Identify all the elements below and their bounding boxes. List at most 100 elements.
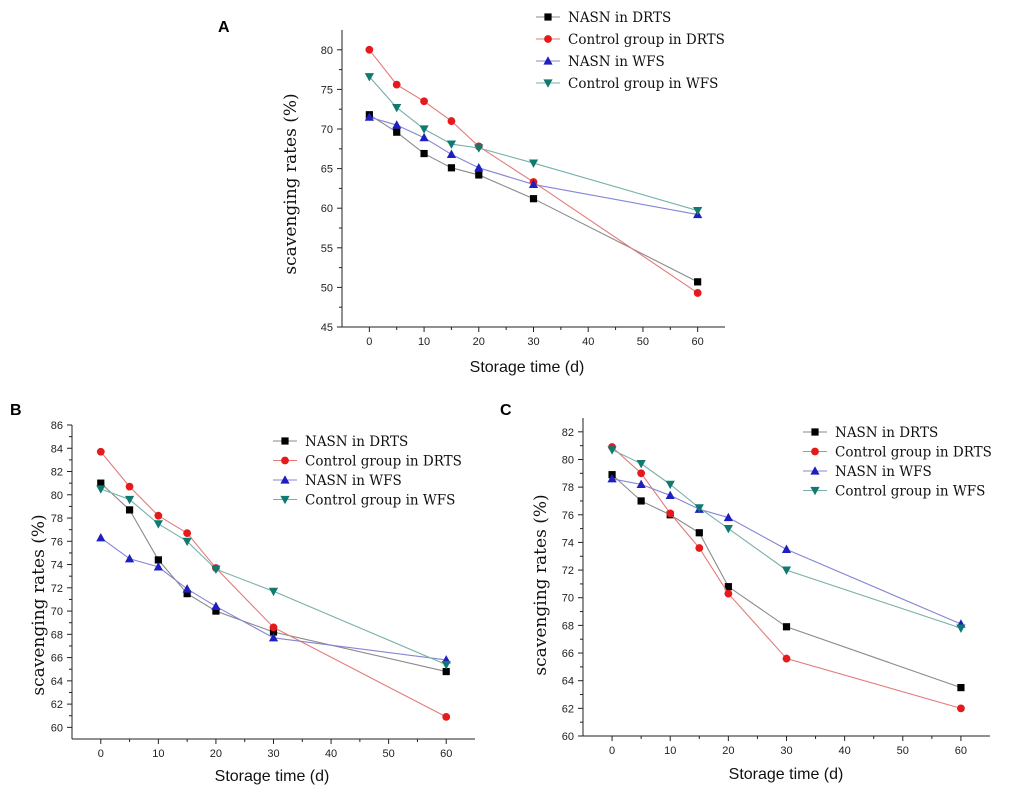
legend-label-control-group-in-drts-a: Control group in DRTS — [568, 32, 725, 48]
data-point-control-group-in-drts-a — [693, 289, 702, 297]
y-tick-label-a: 75 — [321, 84, 333, 96]
data-point-nasn-in-wfs-b — [268, 633, 279, 642]
y-tick-label-b: 86 — [51, 420, 63, 432]
data-point-nasn-in-wfs-b — [211, 601, 221, 611]
legend-label-control-group-in-drts-c: Control group in DRTS — [835, 445, 992, 461]
data-point-control-group-in-drts-b — [269, 623, 278, 632]
x-tick-label-b: 10 — [152, 748, 164, 760]
y-tick-label-b: 64 — [51, 676, 63, 688]
y-tick-label-b: 80 — [51, 490, 63, 502]
x-tick-label-c: 60 — [955, 745, 967, 757]
data-point-control-group-in-wfs-c — [956, 624, 966, 633]
panel-letter-c: C — [500, 402, 512, 419]
data-point-nasn-in-wfs-a — [446, 149, 457, 158]
data-point-control-group-in-drts-a — [447, 117, 456, 125]
data-point-nasn-in-drts-c — [782, 623, 791, 631]
data-point-nasn-in-drts-a — [393, 128, 401, 136]
data-point-control-group-in-wfs-c — [723, 525, 733, 534]
data-point-nasn-in-drts-c — [695, 529, 703, 537]
data-point-control-group-in-wfs-b — [124, 495, 135, 505]
legend-label-control-group-in-wfs-c: Control group in WFS — [835, 484, 985, 500]
data-point-nasn-in-drts-c — [957, 684, 965, 692]
x-tick-label-c: 40 — [839, 745, 851, 757]
y-tick-label-a: 65 — [321, 164, 333, 176]
data-point-nasn-in-wfs-a — [364, 112, 374, 121]
y-tick-label-b: 74 — [51, 560, 63, 572]
y-tick-label-a: 60 — [321, 203, 333, 215]
x-tick-label-a: 0 — [366, 336, 372, 348]
legend-label-control-group-in-drts-b: Control group in DRTS — [305, 454, 462, 470]
data-point-nasn-in-drts-a — [420, 149, 428, 158]
data-point-control-group-in-wfs-a — [693, 206, 703, 216]
y-tick-label-b: 78 — [51, 513, 63, 525]
y-tick-label-c: 60 — [562, 731, 574, 743]
y-tick-label-b: 82 — [51, 467, 63, 479]
data-point-control-group-in-wfs-c — [694, 504, 704, 513]
data-point-nasn-in-drts-b — [183, 590, 191, 598]
x-tick-label-c: 10 — [664, 745, 676, 757]
legend-marker-control-group-in-wfs-a — [543, 79, 553, 88]
series-line-control-group-in-wfs-a — [368, 76, 698, 212]
data-point-control-group-in-drts-b — [96, 447, 105, 456]
legend-marker-nasn-in-drts-b — [281, 437, 289, 445]
data-point-control-group-in-drts-c — [666, 509, 675, 518]
data-point-nasn-in-wfs-a — [419, 132, 429, 142]
data-point-nasn-in-drts-b — [97, 479, 105, 487]
x-axis-label-b: Storage time (d) — [215, 768, 330, 785]
data-point-control-group-in-wfs-b — [96, 485, 106, 494]
panel-letter-b: B — [10, 402, 22, 419]
x-axis-label-a: Storage time (d) — [470, 359, 585, 376]
y-tick-label-c: 76 — [562, 510, 574, 522]
data-point-control-group-in-drts-b — [442, 713, 451, 721]
x-tick-label-b: 0 — [98, 748, 104, 760]
data-point-nasn-in-drts-c — [637, 497, 645, 505]
data-point-control-group-in-wfs-a — [392, 104, 402, 113]
x-tick-label-a: 30 — [527, 336, 539, 348]
x-tick-label-a: 50 — [637, 336, 649, 348]
data-point-control-group-in-wfs-a — [419, 125, 429, 134]
data-point-control-group-in-wfs-a — [474, 144, 484, 153]
x-tick-label-a: 60 — [692, 336, 704, 348]
legend-label-nasn-in-drts-b: NASN in DRTS — [305, 434, 408, 450]
y-tick-label-c: 78 — [562, 482, 574, 494]
data-point-nasn-in-wfs-c — [665, 490, 675, 500]
legend-marker-control-group-in-wfs-c — [810, 486, 820, 496]
data-point-nasn-in-wfs-b — [96, 533, 106, 542]
panel-letter-a: A — [218, 19, 230, 36]
y-axis-label-a: scavenging rates (%) — [281, 93, 301, 274]
data-point-control-group-in-drts-c — [724, 589, 733, 598]
x-tick-label-c: 50 — [897, 745, 909, 757]
data-point-control-group-in-wfs-b — [211, 565, 221, 575]
data-point-control-group-in-drts-a — [420, 97, 428, 106]
y-tick-label-c: 74 — [562, 537, 574, 549]
data-point-control-group-in-wfs-a — [446, 140, 457, 149]
y-tick-label-b: 72 — [51, 583, 63, 595]
y-tick-label-a: 50 — [321, 282, 333, 294]
y-axis-label-b: scavenging rates (%) — [29, 514, 49, 695]
legend-marker-nasn-in-wfs-a — [543, 56, 553, 65]
x-tick-label-b: 30 — [267, 748, 279, 760]
data-point-nasn-in-drts-c — [724, 583, 732, 591]
x-tick-label-b: 20 — [210, 748, 222, 760]
data-point-control-group-in-wfs-b — [441, 660, 451, 670]
panel-b: B Storage time (d) scavenging rates (%) … — [10, 402, 475, 785]
data-point-control-group-in-drts-c — [695, 544, 704, 552]
legend-label-control-group-in-wfs-b: Control group in WFS — [305, 493, 455, 509]
data-point-nasn-in-drts-a — [694, 278, 702, 286]
data-point-control-group-in-wfs-b — [153, 520, 163, 529]
data-point-control-group-in-wfs-a — [364, 73, 374, 82]
data-point-control-group-in-wfs-b — [268, 587, 279, 597]
y-tick-label-c: 62 — [562, 703, 574, 715]
x-tick-label-c: 20 — [722, 745, 734, 757]
y-tick-label-b: 76 — [51, 536, 63, 548]
y-tick-label-c: 82 — [562, 427, 574, 439]
data-point-control-group-in-drts-c — [957, 704, 965, 713]
y-axis-label-c: scavenging rates (%) — [531, 494, 551, 675]
x-tick-label-b: 60 — [440, 748, 452, 760]
y-tick-label-b: 66 — [51, 653, 63, 665]
data-point-control-group-in-drts-b — [183, 529, 192, 538]
data-point-nasn-in-drts-b — [269, 628, 278, 636]
data-point-nasn-in-wfs-c — [723, 512, 733, 522]
data-point-nasn-in-wfs-b — [182, 584, 192, 593]
